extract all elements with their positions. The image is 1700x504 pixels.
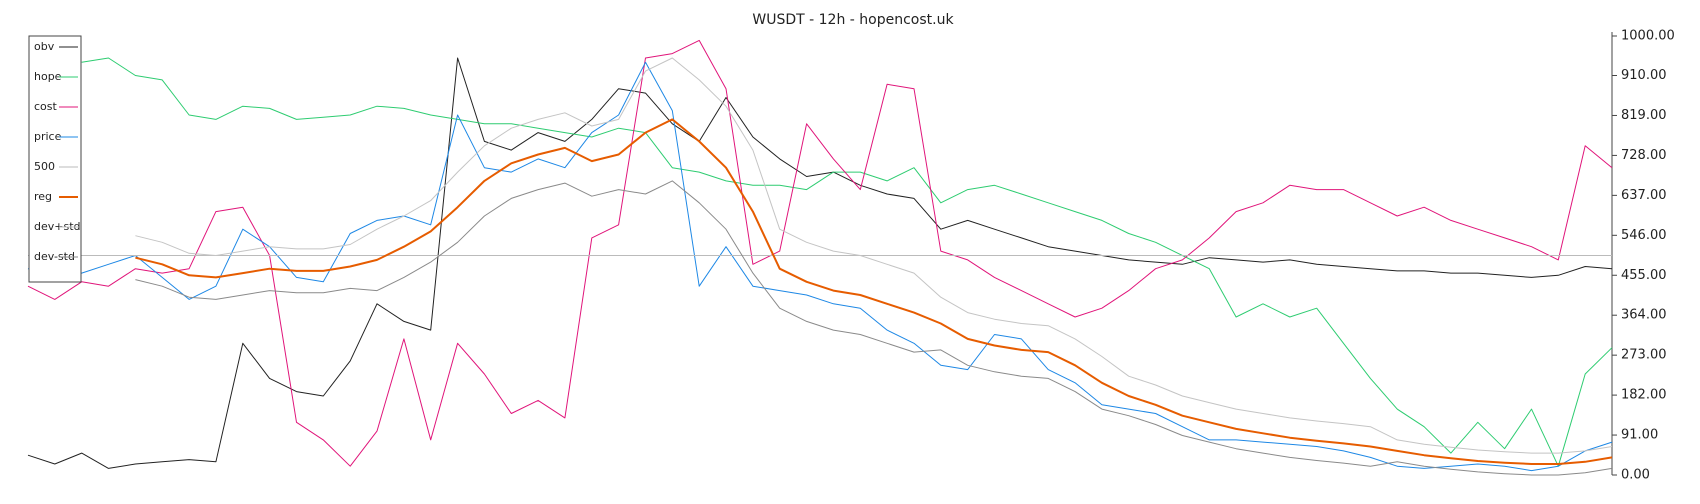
legend: obv hope cost price 500 reg dev+std dev-std	[28, 35, 82, 283]
y-tick-label: 455.00	[1621, 268, 1667, 283]
series-line	[27, 39, 1613, 467]
series-line	[27, 57, 1613, 469]
chart-title: WUSDT - 12h - hopencost.uk	[752, 12, 954, 28]
legend-label: reg	[34, 190, 52, 203]
legend-box	[28, 35, 82, 283]
legend-label: dev+std	[34, 220, 81, 233]
y-tick-label: 546.00	[1621, 228, 1667, 243]
y-tick-label: 910.00	[1621, 68, 1667, 83]
legend-label: cost	[34, 100, 58, 113]
legend-label: obv	[34, 40, 55, 53]
legend-label: dev-std	[34, 250, 75, 263]
series-line	[135, 118, 1613, 465]
y-tick-label: 91.00	[1621, 428, 1658, 443]
legend-label: 500	[34, 160, 55, 173]
series-line	[135, 180, 1613, 476]
series-line	[27, 61, 1613, 472]
legend-label: hope	[34, 70, 62, 83]
y-tick-label: 273.00	[1621, 348, 1667, 363]
series-line	[81, 57, 1613, 467]
y-tick-label: 819.00	[1621, 108, 1667, 123]
y-tick-label: 364.00	[1621, 308, 1667, 323]
y-tick-label: 637.00	[1621, 188, 1667, 203]
legend-label: price	[34, 130, 62, 143]
y-tick-label: 0.00	[1621, 468, 1650, 483]
y-tick-label: 182.00	[1621, 388, 1667, 403]
y-tick-label: 1000.00	[1621, 29, 1675, 44]
series-line	[135, 57, 1613, 454]
y-tick-label: 728.00	[1621, 148, 1667, 163]
